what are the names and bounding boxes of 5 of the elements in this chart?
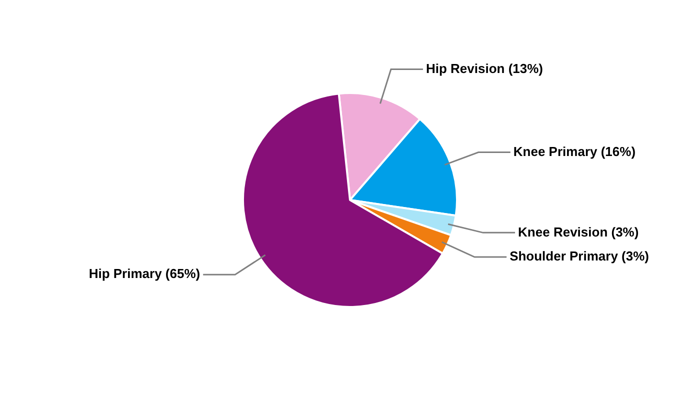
slice-label: Shoulder Primary (3%) [510,248,650,264]
slice-label: Hip Revision (13%) [426,60,543,76]
slice-label: Knee Revision (3%) [518,224,639,240]
slice-label: Hip Primary (65%) [88,266,200,282]
slice-label: Knee Primary (16%) [513,144,636,159]
